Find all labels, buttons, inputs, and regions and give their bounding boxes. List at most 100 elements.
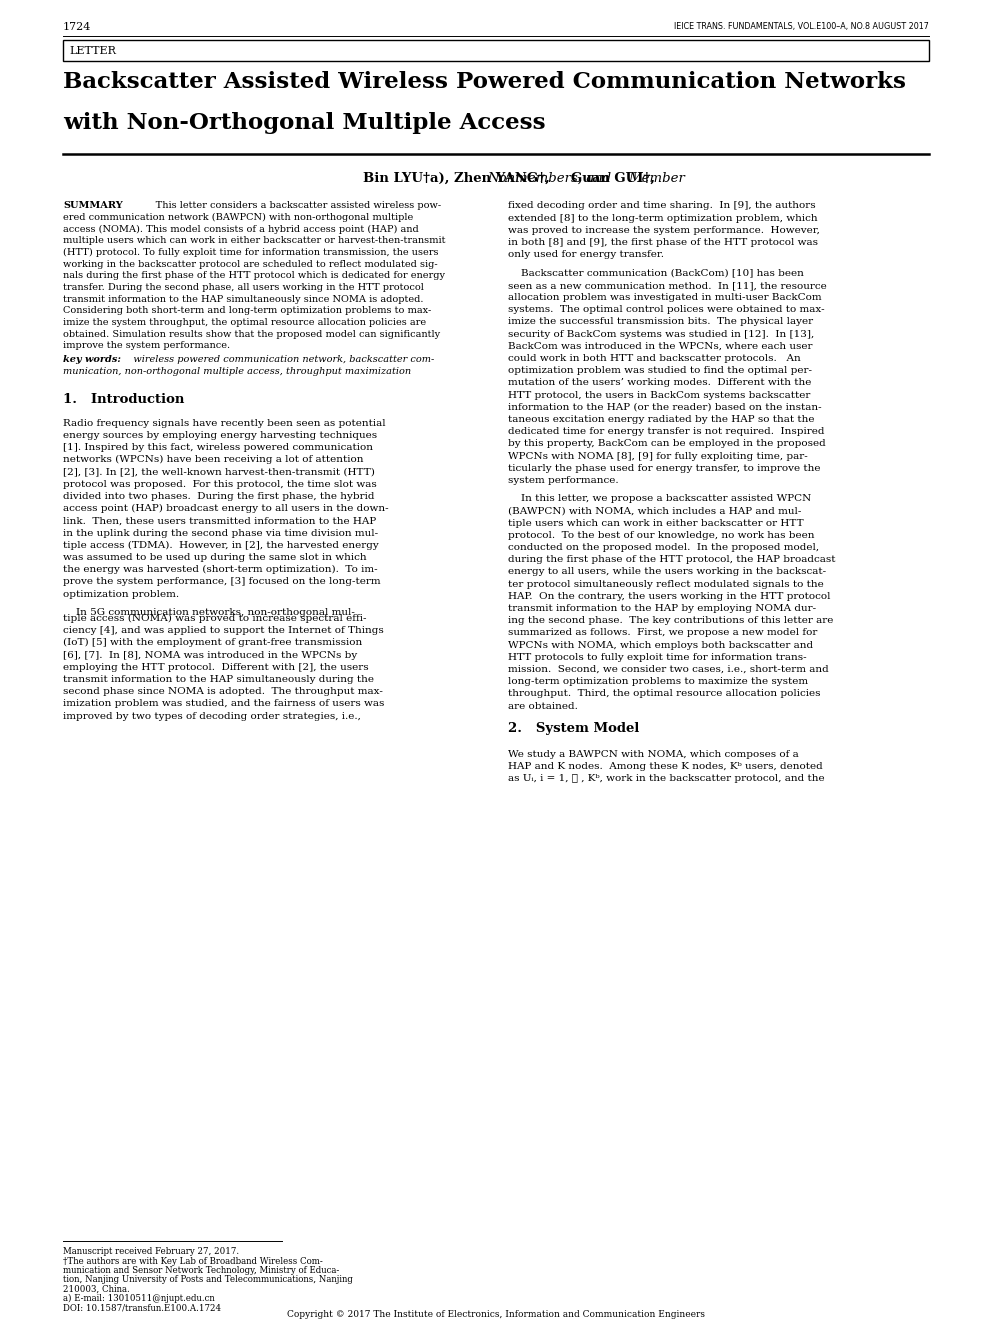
Text: information to the HAP (or the reader) based on the instan-: information to the HAP (or the reader) b… xyxy=(509,402,822,411)
Text: link.  Then, these users transmitted information to the HAP: link. Then, these users transmitted info… xyxy=(63,516,376,525)
Text: munication, non-orthogonal multiple access, throughput maximization: munication, non-orthogonal multiple acce… xyxy=(63,366,411,376)
Text: improved by two types of decoding order strategies, i.e.,: improved by two types of decoding order … xyxy=(63,712,361,721)
Text: a) E-mail: 13010511@njupt.edu.cn: a) E-mail: 13010511@njupt.edu.cn xyxy=(63,1294,214,1303)
Text: transmit information to the HAP simultaneously during the: transmit information to the HAP simultan… xyxy=(63,675,374,684)
Text: ticularly the phase used for energy transfer, to improve the: ticularly the phase used for energy tran… xyxy=(509,464,821,472)
Text: tiple access (NOMA) was proved to increase spectral effi-: tiple access (NOMA) was proved to increa… xyxy=(63,614,366,623)
Text: key words:: key words: xyxy=(63,355,121,364)
Text: taneous excitation energy radiated by the HAP so that the: taneous excitation energy radiated by th… xyxy=(509,415,815,423)
Text: [2], [3]. In [2], the well-known harvest-then-transmit (HTT): [2], [3]. In [2], the well-known harvest… xyxy=(63,467,375,476)
Text: with Non-Orthogonal Multiple Access: with Non-Orthogonal Multiple Access xyxy=(63,112,546,135)
Text: energy sources by employing energy harvesting techniques: energy sources by employing energy harve… xyxy=(63,431,377,441)
Text: networks (WPCNs) have been receiving a lot of attention: networks (WPCNs) have been receiving a l… xyxy=(63,455,363,464)
Text: mutation of the users’ working modes.  Different with the: mutation of the users’ working modes. Di… xyxy=(509,378,811,388)
Text: 210003, China.: 210003, China. xyxy=(63,1285,130,1294)
Text: transfer. During the second phase, all users working in the HTT protocol: transfer. During the second phase, all u… xyxy=(63,283,424,292)
Text: In 5G communication networks, non-orthogonal mul-: In 5G communication networks, non-orthog… xyxy=(63,607,355,617)
Text: HTT protocols to fully exploit time for information trans-: HTT protocols to fully exploit time for … xyxy=(509,652,807,662)
Text: Guan GUI†,: Guan GUI†, xyxy=(570,172,660,184)
Text: 2.   System Model: 2. System Model xyxy=(509,722,640,734)
Text: long-term optimization problems to maximize the system: long-term optimization problems to maxim… xyxy=(509,677,808,687)
Text: ing the second phase.  The key contributions of this letter are: ing the second phase. The key contributi… xyxy=(509,617,834,626)
Text: WPCNs with NOMA, which employs both backscatter and: WPCNs with NOMA, which employs both back… xyxy=(509,640,813,650)
Text: could work in both HTT and backscatter protocols.   An: could work in both HTT and backscatter p… xyxy=(509,355,802,363)
Text: during the first phase of the HTT protocol, the HAP broadcast: during the first phase of the HTT protoc… xyxy=(509,556,836,565)
Text: HAP.  On the contrary, the users working in the HTT protocol: HAP. On the contrary, the users working … xyxy=(509,591,831,601)
Text: fixed decoding order and time sharing.  In [9], the authors: fixed decoding order and time sharing. I… xyxy=(509,201,816,210)
Text: in both [8] and [9], the first phase of the HTT protocol was: in both [8] and [9], the first phase of … xyxy=(509,238,818,247)
Text: Manuscript received February 27, 2017.: Manuscript received February 27, 2017. xyxy=(63,1248,239,1257)
Text: (IoT) [5] with the employment of grant-free transmission: (IoT) [5] with the employment of grant-f… xyxy=(63,639,362,647)
Text: We study a BAWPCN with NOMA, which composes of a: We study a BAWPCN with NOMA, which compo… xyxy=(509,750,800,759)
Text: extended [8] to the long-term optimization problem, which: extended [8] to the long-term optimizati… xyxy=(509,214,818,222)
Text: tion, Nanjing University of Posts and Telecommunications, Nanjing: tion, Nanjing University of Posts and Te… xyxy=(63,1275,353,1285)
Text: transmit information to the HAP by employing NOMA dur-: transmit information to the HAP by emplo… xyxy=(509,605,816,613)
Text: improve the system performance.: improve the system performance. xyxy=(63,341,230,351)
Text: employing the HTT protocol.  Different with [2], the users: employing the HTT protocol. Different wi… xyxy=(63,663,369,672)
Text: Copyright © 2017 The Institute of Electronics, Information and Communication Eng: Copyright © 2017 The Institute of Electr… xyxy=(287,1310,705,1319)
Text: transmit information to the HAP simultaneously since NOMA is adopted.: transmit information to the HAP simultan… xyxy=(63,295,424,304)
Text: systems.  The optimal control polices were obtained to max-: systems. The optimal control polices wer… xyxy=(509,306,825,314)
Text: was proved to increase the system performance.  However,: was proved to increase the system perfor… xyxy=(509,226,820,235)
Text: DOI: 10.1587/transfun.E100.A.1724: DOI: 10.1587/transfun.E100.A.1724 xyxy=(63,1303,221,1312)
Text: by this property, BackCom can be employed in the proposed: by this property, BackCom can be employe… xyxy=(509,439,826,448)
Text: conducted on the proposed model.  In the proposed model,: conducted on the proposed model. In the … xyxy=(509,544,819,552)
Text: [1]. Inspired by this fact, wireless powered communication: [1]. Inspired by this fact, wireless pow… xyxy=(63,443,373,452)
Text: This letter considers a backscatter assisted wireless pow-: This letter considers a backscatter assi… xyxy=(140,201,441,210)
Text: divided into two phases.  During the first phase, the hybrid: divided into two phases. During the firs… xyxy=(63,492,375,501)
Text: obtained. Simulation results show that the proposed model can significantly: obtained. Simulation results show that t… xyxy=(63,329,440,339)
Text: multiple users which can work in either backscatter or harvest-then-transmit: multiple users which can work in either … xyxy=(63,237,445,246)
Text: only used for energy transfer.: only used for energy transfer. xyxy=(509,250,665,259)
Text: in the uplink during the second phase via time division mul-: in the uplink during the second phase vi… xyxy=(63,529,378,537)
Text: throughput.  Third, the optimal resource allocation policies: throughput. Third, the optimal resource … xyxy=(509,689,821,699)
Text: tiple users which can work in either backscatter or HTT: tiple users which can work in either bac… xyxy=(509,519,805,528)
Text: access (NOMA). This model consists of a hybrid access point (HAP) and: access (NOMA). This model consists of a … xyxy=(63,225,419,234)
Text: ered communication network (BAWPCN) with non-orthogonal multiple: ered communication network (BAWPCN) with… xyxy=(63,213,414,222)
Text: imize the system throughput, the optimal resource allocation policies are: imize the system throughput, the optimal… xyxy=(63,318,427,327)
Text: allocation problem was investigated in multi-user BackCom: allocation problem was investigated in m… xyxy=(509,292,822,302)
Text: HTT protocol, the users in BackCom systems backscatter: HTT protocol, the users in BackCom syste… xyxy=(509,390,810,400)
Text: Backscatter Assisted Wireless Powered Communication Networks: Backscatter Assisted Wireless Powered Co… xyxy=(63,71,906,93)
Text: LETTER: LETTER xyxy=(69,46,116,56)
Text: ter protocol simultaneously reflect modulated signals to the: ter protocol simultaneously reflect modu… xyxy=(509,579,824,589)
Text: 1724: 1724 xyxy=(63,22,91,32)
Text: second phase since NOMA is adopted.  The throughput max-: second phase since NOMA is adopted. The … xyxy=(63,687,383,696)
Text: Backscatter communication (BackCom) [10] has been: Backscatter communication (BackCom) [10]… xyxy=(509,269,805,278)
Text: (HTT) protocol. To fully exploit time for information transmission, the users: (HTT) protocol. To fully exploit time fo… xyxy=(63,249,438,257)
Text: [6], [7].  In [8], NOMA was introduced in the WPCNs by: [6], [7]. In [8], NOMA was introduced in… xyxy=(63,651,357,660)
Text: energy to all users, while the users working in the backscat-: energy to all users, while the users wor… xyxy=(509,568,826,577)
Text: imize the successful transmission bits.  The physical layer: imize the successful transmission bits. … xyxy=(509,318,813,327)
Text: dedicated time for energy transfer is not required.  Inspired: dedicated time for energy transfer is no… xyxy=(509,427,825,437)
Text: WPCNs with NOMA [8], [9] for fully exploiting time, par-: WPCNs with NOMA [8], [9] for fully explo… xyxy=(509,451,808,460)
Text: are obtained.: are obtained. xyxy=(509,701,578,710)
Text: HAP and K nodes.  Among these K nodes, Kᵇ users, denoted: HAP and K nodes. Among these K nodes, Kᵇ… xyxy=(509,762,823,771)
Text: Considering both short-term and long-term optimization problems to max-: Considering both short-term and long-ter… xyxy=(63,307,432,315)
Text: SUMMARY: SUMMARY xyxy=(63,201,123,210)
Text: was assumed to be used up during the same slot in which: was assumed to be used up during the sam… xyxy=(63,553,367,562)
Text: imization problem was studied, and the fairness of users was: imization problem was studied, and the f… xyxy=(63,700,384,708)
Text: IEICE TRANS. FUNDAMENTALS, VOL.E100–A, NO.8 AUGUST 2017: IEICE TRANS. FUNDAMENTALS, VOL.E100–A, N… xyxy=(675,22,929,30)
Text: system performance.: system performance. xyxy=(509,476,619,486)
Text: Member: Member xyxy=(628,172,684,184)
Text: tiple access (TDMA).  However, in [2], the harvested energy: tiple access (TDMA). However, in [2], th… xyxy=(63,541,379,550)
Text: mission.  Second, we consider two cases, i.e., short-term and: mission. Second, we consider two cases, … xyxy=(509,665,829,675)
Text: ciency [4], and was applied to support the Internet of Things: ciency [4], and was applied to support t… xyxy=(63,626,384,635)
Text: protocol.  To the best of our knowledge, no work has been: protocol. To the best of our knowledge, … xyxy=(509,531,815,540)
Text: Bin LYU†a), Zhen YANG†,: Bin LYU†a), Zhen YANG†, xyxy=(363,172,555,184)
Text: munication and Sensor Network Technology, Ministry of Educa-: munication and Sensor Network Technology… xyxy=(63,1266,339,1275)
Text: optimization problem was studied to find the optimal per-: optimization problem was studied to find… xyxy=(509,366,812,376)
Text: access point (HAP) broadcast energy to all users in the down-: access point (HAP) broadcast energy to a… xyxy=(63,504,389,513)
Text: protocol was proposed.  For this protocol, the time slot was: protocol was proposed. For this protocol… xyxy=(63,480,377,488)
Bar xyxy=(63,41,929,61)
Text: the energy was harvested (short-term optimization).  To im-: the energy was harvested (short-term opt… xyxy=(63,565,378,574)
Text: †The authors are with Key Lab of Broadband Wireless Com-: †The authors are with Key Lab of Broadba… xyxy=(63,1257,322,1266)
Text: seen as a new communication method.  In [11], the resource: seen as a new communication method. In [… xyxy=(509,280,827,290)
Text: optimization problem.: optimization problem. xyxy=(63,590,180,598)
Text: summarized as follows.  First, we propose a new model for: summarized as follows. First, we propose… xyxy=(509,628,817,638)
Text: security of BackCom systems was studied in [12].  In [13],: security of BackCom systems was studied … xyxy=(509,329,814,339)
Text: prove the system performance, [3] focused on the long-term: prove the system performance, [3] focuse… xyxy=(63,577,381,586)
Text: wireless powered communication network, backscatter com-: wireless powered communication network, … xyxy=(123,355,434,364)
Text: nals during the first phase of the HTT protocol which is dedicated for energy: nals during the first phase of the HTT p… xyxy=(63,271,445,280)
Text: 1.   Introduction: 1. Introduction xyxy=(63,393,185,406)
Text: as Uᵢ, i = 1, ⋯ , Kᵇ, work in the backscatter protocol, and the: as Uᵢ, i = 1, ⋯ , Kᵇ, work in the backsc… xyxy=(509,774,825,783)
